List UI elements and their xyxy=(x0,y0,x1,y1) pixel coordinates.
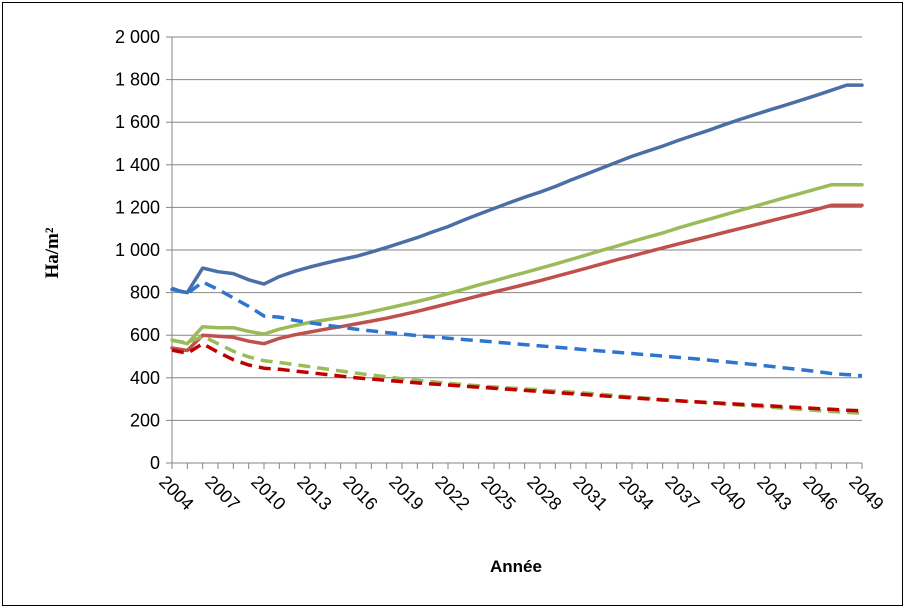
x-tick-label: 2028 xyxy=(523,472,565,514)
x-tick-label: 2013 xyxy=(293,472,335,514)
x-tick-label: 2004 xyxy=(155,472,197,514)
series-line-6 xyxy=(171,341,863,413)
x-tick-label: 2034 xyxy=(615,472,657,514)
series-line-2 xyxy=(170,183,864,346)
y-axis-label: Ha/m² xyxy=(42,227,63,278)
x-tick-label: 2031 xyxy=(569,472,611,514)
x-tick-label: 2019 xyxy=(385,472,427,514)
y-tick-label: 800 xyxy=(130,283,160,303)
series-line-5 xyxy=(171,334,863,415)
series-line-3 xyxy=(170,203,864,353)
x-tick-label: 2037 xyxy=(661,472,703,514)
x-tick-label: 2046 xyxy=(799,472,841,514)
x-tick-label: 2007 xyxy=(201,472,243,514)
x-tick-label: 2049 xyxy=(845,472,887,514)
y-tick-label: 0 xyxy=(150,453,160,473)
y-tick-label: 600 xyxy=(130,325,160,345)
x-tick-label: 2010 xyxy=(247,472,289,514)
y-tick-label: 1 600 xyxy=(115,112,160,132)
series-line-1 xyxy=(170,83,864,295)
y-tick-label: 1 400 xyxy=(115,155,160,175)
y-tick-label: 1 000 xyxy=(115,240,160,260)
series-lines xyxy=(170,83,864,415)
y-tick-label: 2 000 xyxy=(115,27,160,47)
x-tick-label: 2025 xyxy=(477,472,519,514)
y-tick-label: 200 xyxy=(130,410,160,430)
y-tick-label: 1 200 xyxy=(115,197,160,217)
y-tick-label: 400 xyxy=(130,368,160,388)
x-tick-label: 2043 xyxy=(753,472,795,514)
series-line-4 xyxy=(171,280,863,378)
axes xyxy=(166,36,863,469)
x-tick-labels: 2004 2007 2010 2013 2016 2019 2022 2025 2028 2031… xyxy=(155,472,887,514)
x-tick-label: 2022 xyxy=(431,472,473,514)
x-axis-label: Année xyxy=(490,557,542,576)
x-tick-label: 2016 xyxy=(339,472,381,514)
gridlines xyxy=(172,36,862,421)
y-tick-label: 1 800 xyxy=(115,70,160,90)
x-tick-label: 2040 xyxy=(707,472,749,514)
y-tick-labels: 0 200 400 600 800 1 000 1 200 1 400 1 600 1 800 2 … xyxy=(115,27,160,473)
